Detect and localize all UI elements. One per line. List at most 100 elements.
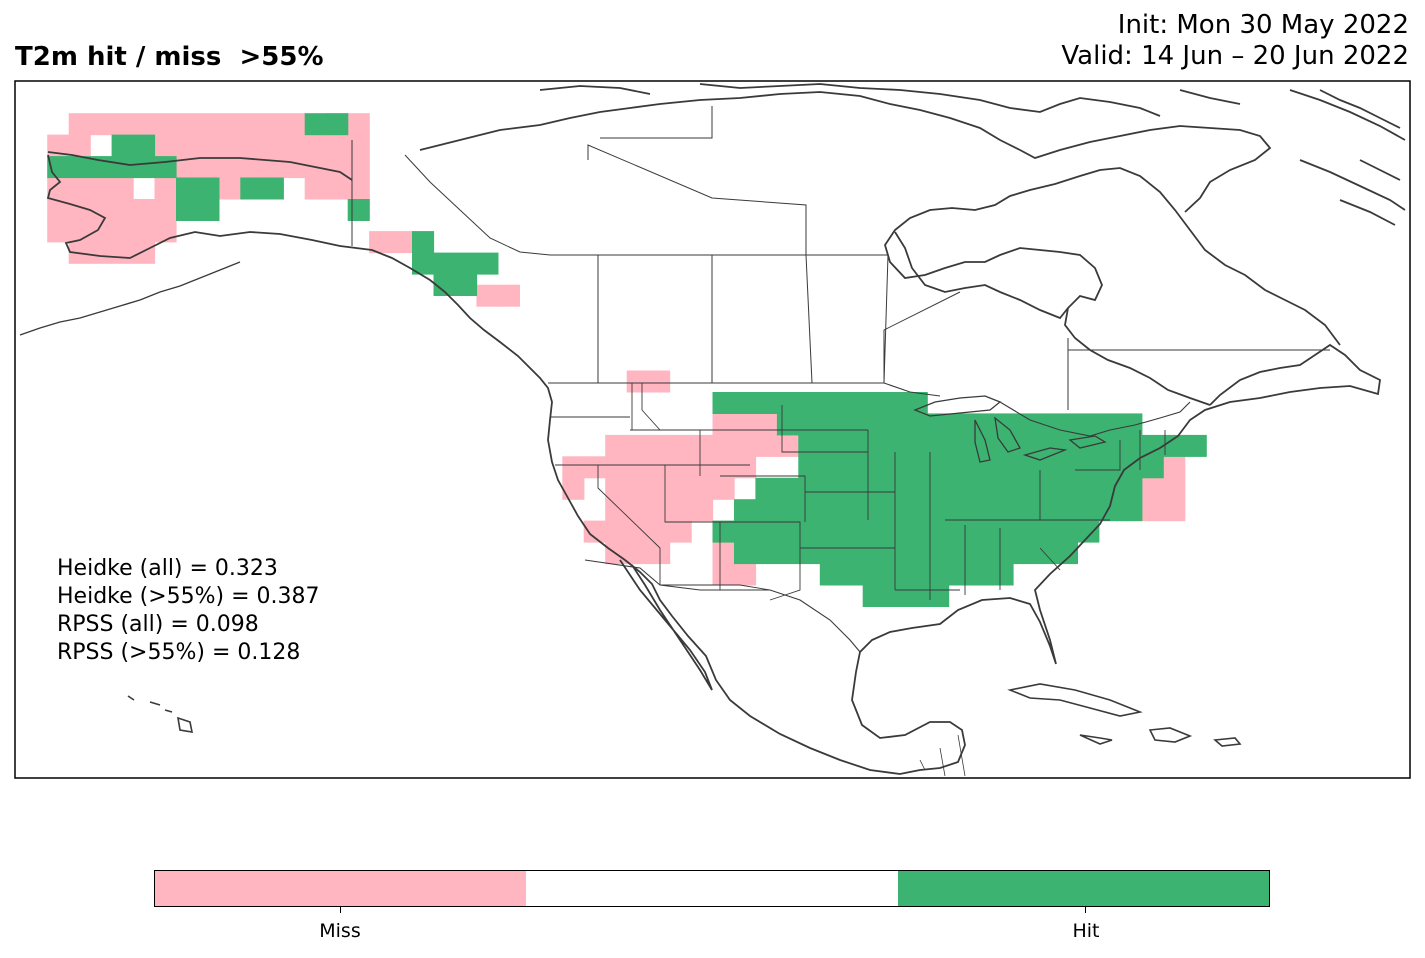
hit-cell (948, 477, 971, 500)
hit-cell (862, 563, 885, 586)
miss-cell (669, 434, 692, 457)
map-boundaries (19, 83, 1406, 777)
miss-cell (90, 113, 113, 136)
state-border (550, 383, 1166, 601)
hit-cell (948, 563, 971, 586)
hit-cell (1098, 434, 1121, 457)
hit-cell (991, 542, 1014, 565)
miss-cell (648, 434, 671, 457)
hit-cell (841, 392, 864, 414)
hit-cell (948, 456, 971, 479)
coastline (419, 91, 1272, 213)
miss-cell (562, 456, 585, 479)
hit-cell (927, 585, 950, 607)
miss-cell (648, 542, 671, 565)
hit-cell (1077, 499, 1100, 522)
hit-cell (927, 456, 950, 479)
miss-cell (154, 177, 177, 200)
hit-cell (841, 456, 864, 479)
hit-cell (819, 563, 842, 586)
miss-cell (712, 413, 735, 436)
coastline (19, 261, 241, 336)
miss-cell (347, 134, 370, 157)
miss-cell (111, 220, 134, 243)
hit-cell (197, 199, 220, 221)
miss-cell (111, 199, 134, 221)
miss-cell (1141, 477, 1164, 500)
miss-cell (47, 220, 70, 243)
miss-cell (283, 156, 306, 179)
hit-cell (884, 392, 907, 414)
hit-cell (755, 520, 778, 543)
map-frame (14, 80, 1411, 779)
hit-cell (948, 413, 971, 436)
miss-cell (90, 220, 113, 243)
hit-cell (1077, 520, 1100, 543)
hit-cell (455, 252, 478, 275)
hit-cell (905, 413, 928, 436)
hit-cell (948, 520, 971, 543)
miss-cell (47, 199, 70, 221)
hit-cell (776, 392, 799, 414)
miss-cell (90, 177, 113, 200)
colorbar-tick-hit (1085, 907, 1086, 913)
miss-cell (347, 156, 370, 179)
hit-cell (1034, 499, 1057, 522)
miss-cell (669, 520, 692, 543)
hit-cell (1184, 434, 1207, 457)
miss-cell (240, 134, 263, 157)
hit-cell (1013, 413, 1036, 436)
init-date: Init: Mon 30 May 2022 (1117, 10, 1409, 40)
hit-cell (433, 252, 456, 275)
hit-cell (819, 520, 842, 543)
miss-cell (218, 113, 241, 136)
miss-cell (176, 156, 199, 179)
hit-cell (884, 585, 907, 607)
hit-cell (905, 520, 928, 543)
miss-cell (154, 113, 177, 136)
hit-cell (1098, 499, 1121, 522)
miss-cell (648, 499, 671, 522)
hit-cell (798, 477, 821, 500)
rpss-55: RPSS (>55%) = 0.128 (57, 640, 301, 665)
miss-cell (1141, 499, 1164, 522)
hit-cell (927, 413, 950, 436)
hit-cell (841, 542, 864, 565)
miss-cell (712, 434, 735, 457)
miss-cell (197, 113, 220, 136)
heidke-all: Heidke (all) = 0.323 (57, 556, 278, 581)
hit-cell (798, 392, 821, 414)
hit-cell (819, 413, 842, 436)
coastline (1007, 683, 1242, 747)
hit-miss-grid (47, 113, 1207, 607)
heidke-55: Heidke (>55%) = 0.387 (57, 584, 320, 609)
hit-cell (841, 434, 864, 457)
hit-cell (133, 134, 156, 157)
state-border (919, 734, 966, 777)
hit-cell (862, 585, 885, 607)
hit-cell (970, 542, 993, 565)
coastline (884, 167, 1341, 406)
miss-cell (133, 220, 156, 243)
hit-cell (476, 252, 499, 275)
miss-cell (369, 231, 392, 254)
hit-cell (905, 392, 928, 414)
miss-cell (583, 456, 606, 479)
miss-cell (755, 434, 778, 457)
miss-cell (648, 477, 671, 500)
miss-cell (154, 134, 177, 157)
hit-cell (734, 392, 757, 414)
hit-cell (905, 456, 928, 479)
hit-cell (1120, 413, 1143, 436)
miss-cell (326, 177, 349, 200)
hit-cell (798, 520, 821, 543)
hit-cell (927, 499, 950, 522)
miss-cell (154, 220, 177, 243)
miss-cell (605, 520, 628, 543)
miss-cell (691, 477, 714, 500)
hit-cell (1034, 542, 1057, 565)
miss-cell (605, 499, 628, 522)
hit-cell (776, 520, 799, 543)
miss-cell (648, 520, 671, 543)
hit-cell (776, 499, 799, 522)
